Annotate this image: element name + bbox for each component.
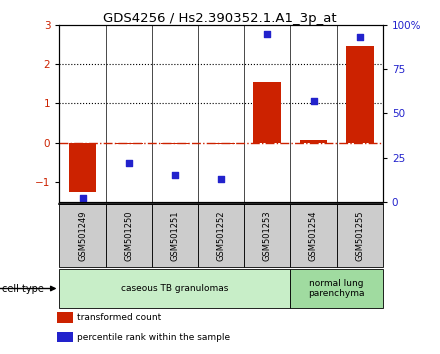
Text: GSM501254: GSM501254 — [309, 210, 318, 261]
Point — [264, 31, 271, 36]
Bar — [115, 143, 143, 144]
Text: GSM501251: GSM501251 — [170, 210, 180, 261]
Bar — [69, 143, 96, 192]
Point — [125, 160, 132, 166]
Bar — [106, 204, 152, 267]
Text: caseous TB granulomas: caseous TB granulomas — [121, 284, 229, 293]
Bar — [290, 204, 337, 267]
Bar — [337, 204, 383, 267]
Bar — [253, 82, 281, 143]
Text: cell type: cell type — [2, 284, 44, 293]
Bar — [346, 46, 374, 143]
Text: GSM501253: GSM501253 — [263, 210, 272, 261]
Text: GSM501250: GSM501250 — [124, 210, 133, 261]
Text: GDS4256 / Hs2.390352.1.A1_3p_at: GDS4256 / Hs2.390352.1.A1_3p_at — [103, 12, 337, 25]
Bar — [161, 143, 189, 144]
Point — [218, 176, 225, 182]
Point — [356, 34, 363, 40]
Bar — [300, 139, 327, 143]
Bar — [198, 204, 244, 267]
Text: transformed count: transformed count — [77, 313, 161, 322]
Text: GSM501249: GSM501249 — [78, 210, 87, 261]
Text: GSM501252: GSM501252 — [216, 210, 226, 261]
Bar — [244, 204, 290, 267]
Bar — [152, 204, 198, 267]
Bar — [59, 269, 290, 308]
Text: normal lung
parenchyma: normal lung parenchyma — [308, 279, 365, 298]
Bar — [290, 269, 383, 308]
Point — [79, 195, 86, 201]
Point — [172, 172, 179, 178]
Bar — [207, 143, 235, 144]
Text: percentile rank within the sample: percentile rank within the sample — [77, 332, 230, 342]
Bar — [59, 204, 106, 267]
Point — [310, 98, 317, 104]
Text: GSM501255: GSM501255 — [355, 210, 364, 261]
